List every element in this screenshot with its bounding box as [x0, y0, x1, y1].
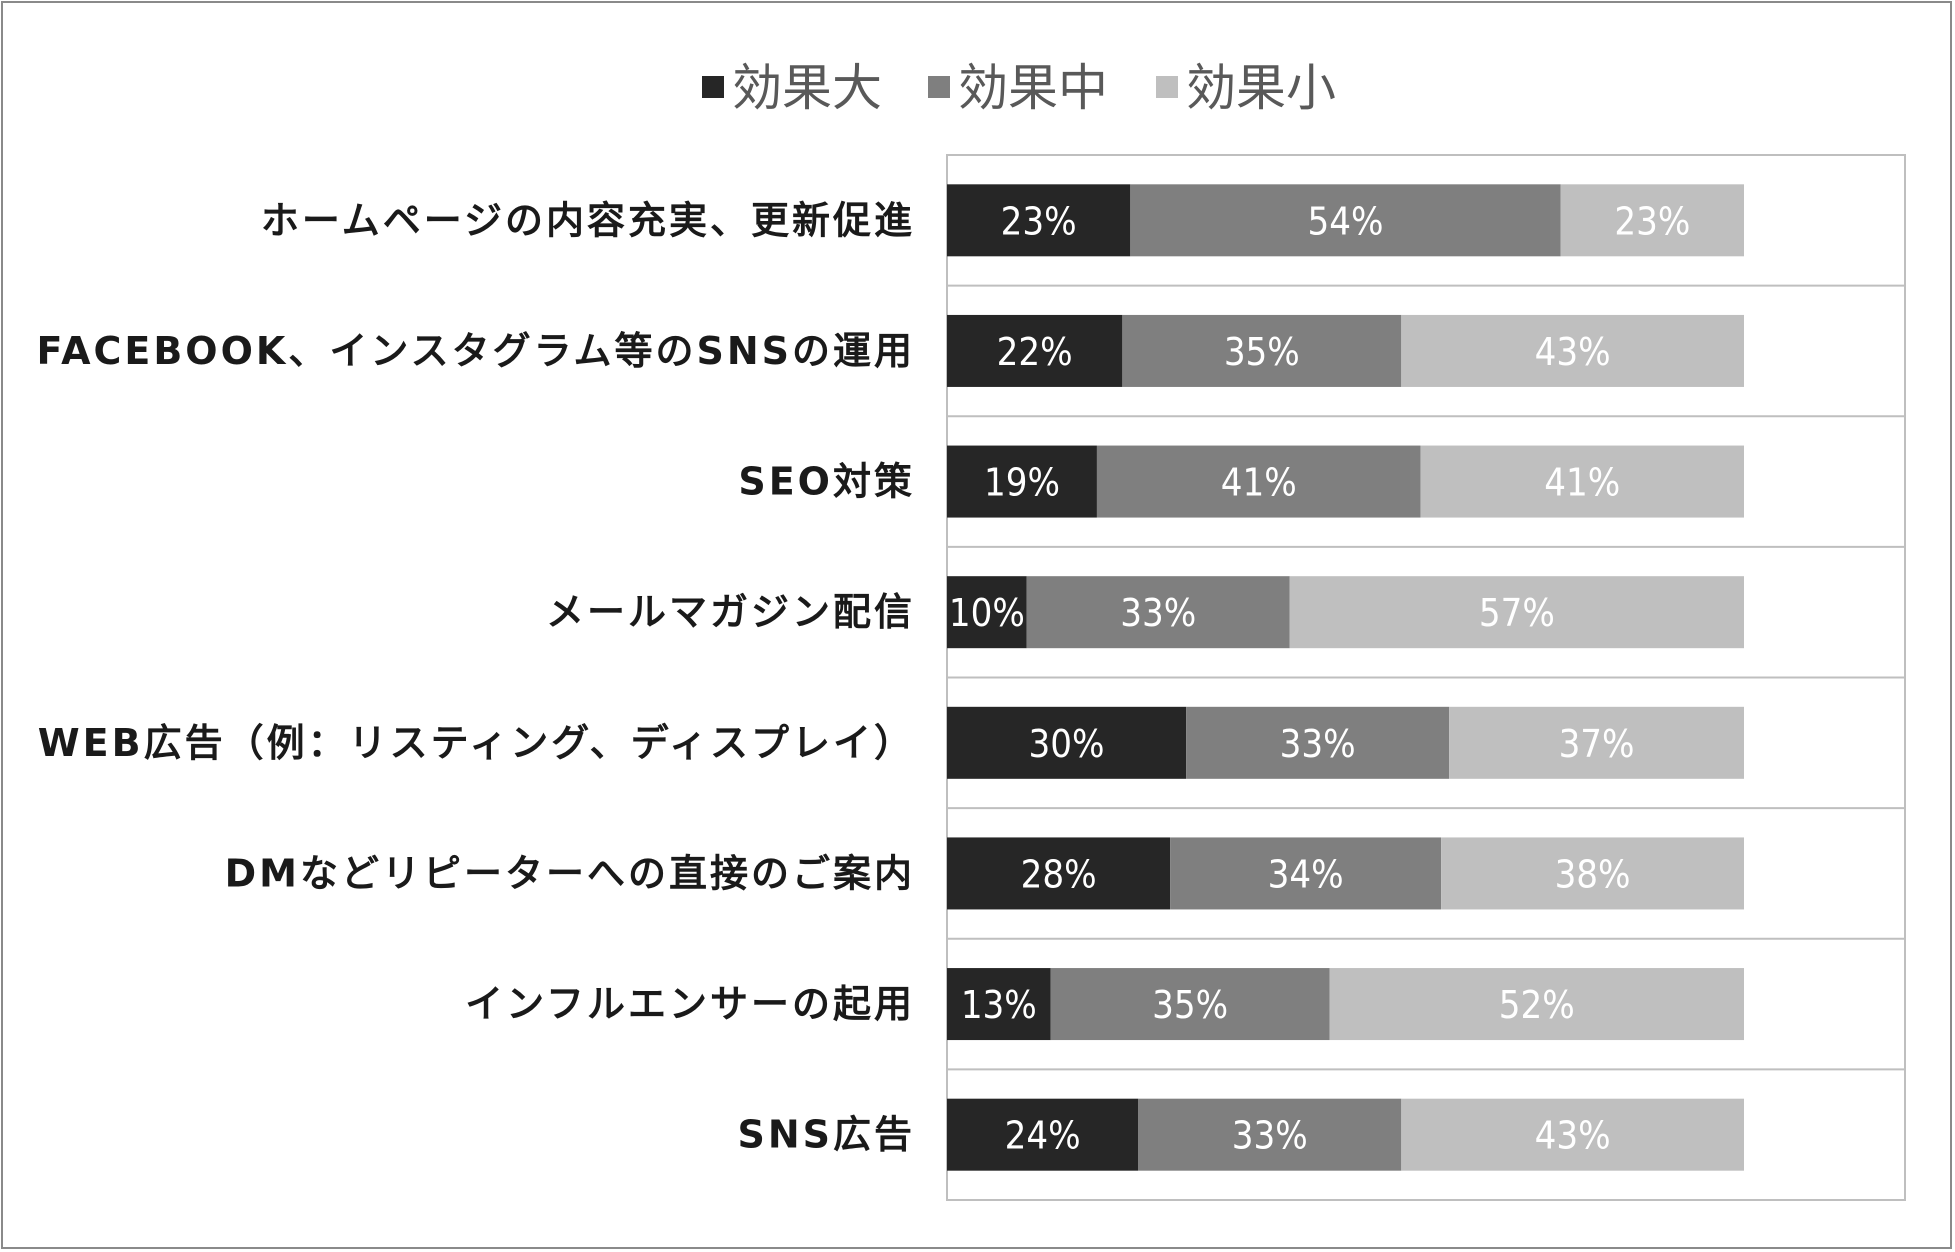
data-label: 37% [1559, 722, 1635, 766]
data-label: 23% [1614, 199, 1690, 243]
legend-swatch [928, 76, 950, 98]
bar-segment [1170, 837, 1442, 910]
bar-segment [947, 968, 1051, 1041]
category-label: インフルエンサーの起用 [465, 982, 915, 1026]
data-label: 30% [1029, 722, 1105, 766]
data-label: 13% [961, 983, 1037, 1027]
legend-item: 効果小 [1156, 59, 1336, 117]
bar-segment [1329, 968, 1744, 1041]
data-label: 35% [1152, 983, 1228, 1027]
category-labels: ホームページの内容充実、更新促進 FACEBOOK、インスタグラム等のSNSの運用… [36, 198, 915, 1157]
legend: 効果大 効果中 効果小 [702, 59, 1336, 117]
bar-row: 19% 41% 41% [947, 445, 1744, 518]
data-label: 28% [1021, 852, 1097, 896]
category-label: FACEBOOK、インスタグラム等のSNSの運用 [36, 329, 915, 373]
legend-label: 効果大 [732, 59, 882, 117]
bar-row: 10% 33% 57% [947, 576, 1744, 649]
data-label: 43% [1535, 330, 1611, 374]
bar-segment [1289, 576, 1744, 649]
category-label: SNS広告 [737, 1113, 915, 1157]
bar-segment [1186, 706, 1450, 779]
bar-segment [947, 184, 1131, 257]
bar-segment [1449, 706, 1744, 779]
bar-segment [947, 576, 1027, 649]
bar-segment [1050, 968, 1330, 1041]
data-label: 41% [1544, 461, 1620, 505]
legend-item: 効果中 [928, 59, 1108, 117]
bar-segment [1138, 1098, 1402, 1171]
data-label: 34% [1268, 852, 1344, 896]
data-label: 43% [1535, 1114, 1611, 1158]
category-label: DMなどリピーターへの直接のご案内 [225, 851, 915, 895]
data-label: 38% [1555, 852, 1631, 896]
bar-segment [1560, 184, 1744, 257]
bar-segment [1122, 314, 1402, 387]
bars: 23% 54% 23%22% 35% 43%19% 41% 41%10% 33% 57%30% 3… [947, 184, 1744, 1171]
legend-label: 効果小 [1186, 59, 1336, 117]
data-label: 33% [1120, 591, 1196, 635]
data-label: 24% [1005, 1114, 1081, 1158]
bar-segment [1026, 576, 1290, 649]
bar-segment [947, 445, 1097, 518]
bar-segment [947, 314, 1123, 387]
data-label: 23% [1001, 199, 1077, 243]
data-label: 22% [997, 330, 1073, 374]
bar-row: 30% 33% 37% [947, 706, 1744, 779]
data-label: 52% [1499, 983, 1575, 1027]
category-label: SEO対策 [738, 460, 915, 504]
legend-label: 効果中 [958, 59, 1108, 117]
bar-row: 28% 34% 38% [947, 837, 1744, 910]
data-label: 33% [1280, 722, 1356, 766]
bar-segment [947, 706, 1187, 779]
data-label: 33% [1232, 1114, 1308, 1158]
category-label: メールマガジン配信 [546, 590, 915, 634]
data-label: 19% [984, 461, 1060, 505]
data-label: 41% [1221, 461, 1297, 505]
bar-segment [947, 1098, 1139, 1171]
category-label: ホームページの内容充実、更新促進 [261, 198, 915, 242]
bar-row: 22% 35% 43% [947, 314, 1744, 387]
bar-segment [947, 837, 1171, 910]
legend-swatch [702, 76, 724, 98]
bar-segment [1130, 184, 1561, 257]
bar-segment [1096, 445, 1421, 518]
legend-swatch [1156, 76, 1178, 98]
data-label: 10% [949, 591, 1025, 635]
bar-segment [1420, 445, 1744, 518]
legend-item: 効果大 [702, 59, 882, 117]
plot-area [946, 154, 1906, 1201]
data-label: 57% [1479, 591, 1555, 635]
data-label: 35% [1224, 330, 1300, 374]
bar-segment [1401, 1098, 1744, 1171]
bar-segment [1401, 314, 1744, 387]
bar-row: 23% 54% 23% [947, 184, 1744, 257]
bar-row: 24% 33% 43% [947, 1098, 1744, 1171]
bar-segment [1441, 837, 1744, 910]
bar-row: 13% 35% 52% [947, 968, 1744, 1041]
data-label: 54% [1308, 199, 1384, 243]
category-label: WEB広告（例：リスティング、ディスプレイ） [38, 721, 915, 765]
